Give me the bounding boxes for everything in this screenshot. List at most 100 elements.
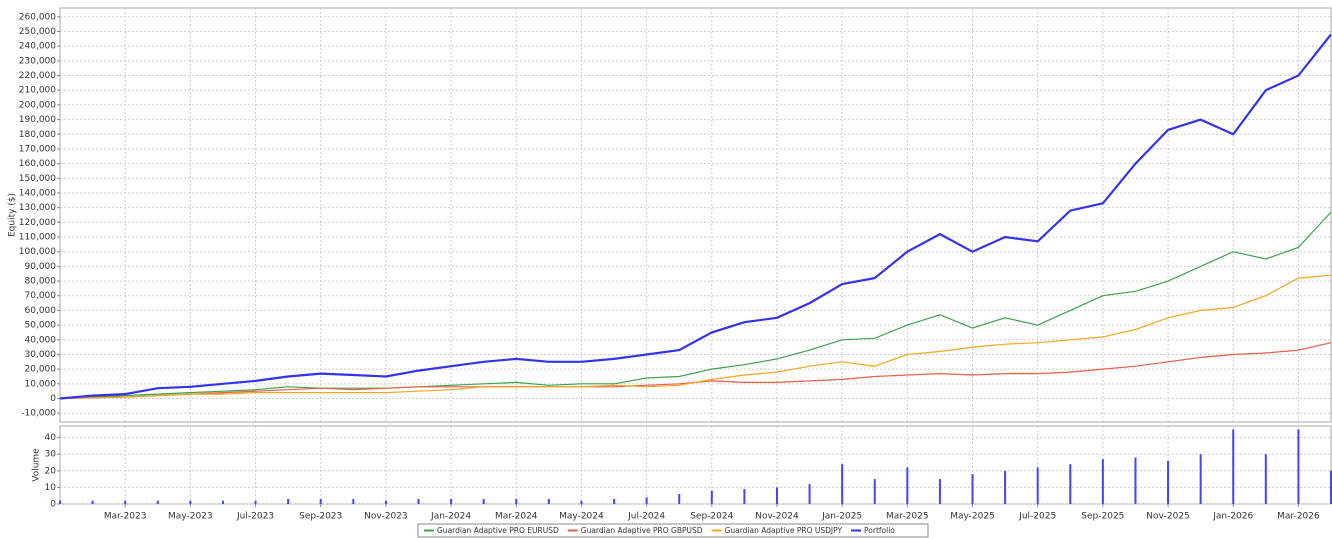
series-line — [59, 33, 1332, 400]
x-tick-label: Nov-2024 — [755, 512, 799, 522]
y-tick-label: 170,000 — [19, 144, 56, 154]
y-tick-label: 10,000 — [25, 379, 57, 389]
bar — [189, 500, 192, 504]
bar — [841, 464, 844, 504]
bar — [743, 489, 746, 504]
y-tick-label: 230,000 — [19, 56, 56, 66]
x-tick-label: Nov-2025 — [1146, 512, 1189, 522]
x-tick-label: May-2024 — [559, 512, 604, 522]
x-tick-label: Mar-2024 — [495, 512, 538, 522]
x-tick-label: Sep-2025 — [1081, 512, 1124, 522]
y-tick-label: 180,000 — [19, 130, 56, 140]
volume-panel — [59, 425, 1332, 505]
bar — [1232, 429, 1235, 504]
bar — [1134, 457, 1137, 504]
bar — [938, 479, 941, 504]
x-tick-label: Mar-2025 — [886, 512, 929, 522]
y-tick-label: 160,000 — [19, 159, 56, 169]
bar — [906, 467, 909, 504]
series-line — [59, 274, 1332, 400]
y-tick-label: 200,000 — [19, 100, 56, 110]
bar — [580, 500, 583, 504]
x-tick-label: Jul-2024 — [627, 512, 665, 522]
bar — [971, 474, 974, 504]
bar — [1167, 460, 1170, 504]
y-tick-label: 210,000 — [19, 86, 56, 96]
y-tick-label: 100,000 — [19, 247, 56, 257]
bar — [775, 487, 778, 504]
x-tick-label: Jul-2025 — [1018, 512, 1056, 522]
y-tick-label: 190,000 — [19, 115, 56, 125]
y-tick-label: 120,000 — [19, 218, 56, 228]
bar — [1101, 459, 1104, 504]
bar — [1264, 454, 1267, 504]
bar — [1004, 470, 1007, 504]
y-tick-label: 20,000 — [25, 365, 57, 375]
series-line — [59, 211, 1332, 400]
y-tick-label: 90,000 — [25, 262, 57, 272]
x-tick-label: Jul-2023 — [236, 512, 274, 522]
y-tick-label: 110,000 — [19, 233, 56, 243]
y-tick-label: 0 — [50, 394, 56, 404]
x-tick-label: Sep-2024 — [690, 512, 733, 522]
bar — [384, 500, 387, 504]
bar — [450, 499, 453, 504]
legend-label: Guardian Adaptive PRO GBPUSD — [581, 526, 703, 535]
y-tick-label: 150,000 — [19, 174, 56, 184]
x-tick-label: Nov-2023 — [364, 512, 407, 522]
bar — [1199, 454, 1202, 504]
y-tick-label: 80,000 — [25, 277, 57, 287]
x-tick-label: May-2025 — [950, 512, 995, 522]
x-tick-label: Jan-2025 — [821, 512, 862, 522]
x-tick-label: Jan-2026 — [1212, 512, 1253, 522]
y-tick-label: 250,000 — [19, 27, 56, 37]
bar — [1330, 470, 1332, 504]
equity-panel — [59, 7, 1332, 423]
y-tick-label: 40 — [45, 433, 57, 443]
x-tick-label: May-2023 — [168, 512, 213, 522]
x-tick-label: Sep-2023 — [299, 512, 342, 522]
bar — [482, 499, 485, 504]
bar — [91, 500, 94, 504]
y-tick-label: 130,000 — [19, 203, 56, 213]
x-tick-label: Mar-2023 — [104, 512, 147, 522]
x-tick-label: Mar-2026 — [1277, 512, 1320, 522]
bar — [254, 500, 257, 504]
bar — [319, 499, 322, 504]
y-tick-label: 260,000 — [19, 12, 56, 22]
y-axis-label: Volume — [32, 448, 42, 482]
bar — [124, 500, 127, 504]
y-tick-label: 0 — [50, 500, 56, 510]
y-tick-label: 10 — [45, 483, 57, 493]
bar — [156, 500, 159, 504]
y-axis-label: Equity ($) — [8, 193, 18, 237]
bar — [678, 494, 681, 504]
legend-label: Guardian Adaptive PRO USDJPY — [725, 526, 843, 535]
bar — [613, 499, 616, 504]
bar — [547, 499, 550, 504]
bar — [287, 499, 290, 504]
y-tick-label: 40,000 — [25, 335, 57, 345]
bar — [417, 499, 420, 504]
bar — [645, 497, 648, 504]
bar — [59, 500, 61, 504]
legend-label: Guardian Adaptive PRO EURUSD — [437, 526, 559, 535]
legend-box — [417, 523, 929, 538]
y-tick-label: 20 — [45, 466, 57, 476]
y-tick-label: 70,000 — [25, 291, 57, 301]
y-tick-label: -10,000 — [21, 409, 56, 419]
bar — [1297, 429, 1300, 504]
y-tick-label: 240,000 — [19, 42, 56, 52]
bar — [352, 499, 355, 504]
x-tick-label: Jan-2024 — [430, 512, 471, 522]
bar — [1036, 467, 1039, 504]
y-tick-label: 30 — [45, 450, 57, 460]
legend-label: Portfolio — [864, 526, 895, 535]
bar — [808, 484, 811, 504]
y-tick-label: 220,000 — [19, 71, 56, 81]
y-tick-label: 50,000 — [25, 321, 57, 331]
bar — [1069, 464, 1072, 504]
bar — [221, 500, 224, 504]
